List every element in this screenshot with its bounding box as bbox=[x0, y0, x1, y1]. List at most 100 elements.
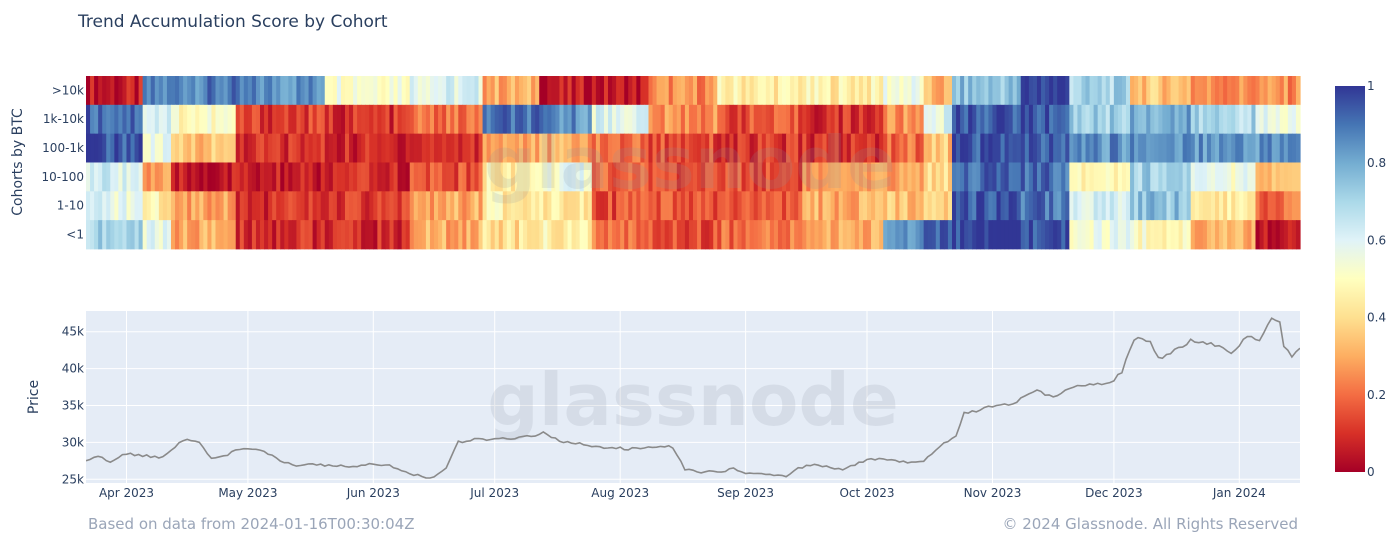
heatmap-cell bbox=[858, 220, 864, 250]
heatmap-cell bbox=[899, 76, 905, 106]
heatmap-cell bbox=[1219, 162, 1224, 192]
heatmap-cell bbox=[1045, 133, 1050, 163]
heatmap-cell bbox=[98, 162, 103, 192]
heatmap-cell bbox=[377, 191, 383, 221]
heatmap-cell bbox=[385, 133, 391, 163]
heatmap-cell bbox=[956, 162, 961, 192]
heatmap-cell bbox=[312, 191, 318, 221]
heatmap-cell bbox=[790, 220, 795, 250]
heatmap-cell bbox=[871, 76, 876, 106]
heatmap-cell bbox=[1194, 191, 1200, 221]
heatmap-cell bbox=[907, 191, 913, 221]
heatmap-cell bbox=[1210, 191, 1216, 221]
heatmap-cell bbox=[272, 133, 277, 163]
heatmap-cell bbox=[571, 220, 577, 250]
heatmap-cell bbox=[923, 133, 929, 163]
heatmap-cell bbox=[1291, 104, 1297, 135]
heatmap-cell bbox=[567, 220, 573, 250]
heatmap-cell bbox=[693, 104, 698, 135]
heatmap-cell bbox=[644, 133, 650, 163]
heatmap-cell bbox=[911, 191, 917, 221]
heatmap-cell bbox=[1182, 220, 1188, 250]
heatmap-cell bbox=[1073, 220, 1079, 250]
heatmap-cell bbox=[846, 220, 852, 250]
heatmap-cell bbox=[798, 76, 803, 106]
heatmap-cell bbox=[434, 191, 439, 221]
heatmap-cell bbox=[1279, 162, 1285, 192]
heatmap-cell bbox=[1012, 191, 1018, 221]
heatmap-cell bbox=[551, 133, 557, 163]
heatmap-cell bbox=[555, 133, 561, 163]
heatmap-cell bbox=[1227, 133, 1232, 163]
heatmap-cell bbox=[1210, 76, 1216, 106]
heatmap-cell bbox=[417, 76, 423, 106]
heatmap-cell bbox=[871, 133, 876, 163]
heatmap-cell bbox=[251, 191, 257, 221]
heatmap-cell bbox=[207, 220, 213, 250]
heatmap-cell bbox=[320, 191, 326, 221]
heatmap-cell bbox=[1194, 133, 1200, 163]
heatmap-cell bbox=[1093, 104, 1099, 135]
heatmap-cell bbox=[251, 220, 257, 250]
heatmap-cell bbox=[830, 104, 836, 135]
heatmap-cell bbox=[158, 162, 164, 192]
price-x-tick-label: Sep 2023 bbox=[717, 486, 774, 500]
heatmap-cell bbox=[713, 104, 718, 135]
heatmap-cell bbox=[429, 191, 435, 221]
heatmap-cell bbox=[1194, 104, 1200, 135]
heatmap-cell bbox=[1263, 104, 1269, 135]
heatmap-cell bbox=[1235, 76, 1240, 106]
heatmap-cell bbox=[713, 76, 718, 106]
heatmap-cell bbox=[717, 104, 722, 135]
heatmap-cell bbox=[381, 191, 387, 221]
heatmap-cell bbox=[1235, 220, 1240, 250]
heatmap-cell bbox=[486, 191, 492, 221]
heatmap-cell bbox=[1085, 162, 1091, 192]
heatmap-cell bbox=[450, 76, 455, 106]
heatmap-cell bbox=[729, 162, 735, 192]
heatmap-cell bbox=[110, 220, 115, 250]
heatmap-cell bbox=[765, 191, 771, 221]
heatmap-cell bbox=[559, 162, 565, 192]
heatmap-cell bbox=[195, 104, 200, 135]
heatmap-cell bbox=[1295, 191, 1301, 221]
heatmap-cell bbox=[1182, 133, 1188, 163]
heatmap-cell bbox=[268, 220, 273, 250]
heatmap-cell bbox=[612, 76, 617, 106]
heatmap-cell bbox=[470, 191, 476, 221]
heatmap-cell bbox=[717, 220, 722, 250]
heatmap-cell bbox=[272, 220, 277, 250]
heatmap-cell bbox=[106, 104, 111, 135]
heatmap-cell bbox=[1215, 133, 1220, 163]
heatmap-cell bbox=[968, 220, 973, 250]
heatmap-cell bbox=[126, 76, 132, 106]
heatmap-cell bbox=[361, 191, 366, 221]
heatmap-cell bbox=[219, 76, 225, 106]
heatmap-cell bbox=[911, 76, 917, 106]
heatmap-cell bbox=[810, 133, 815, 163]
heatmap-cell bbox=[1251, 76, 1257, 106]
heatmap-cell bbox=[1267, 133, 1273, 163]
heatmap-cell bbox=[498, 162, 504, 192]
heatmap-cell bbox=[688, 220, 694, 250]
heatmap-cell bbox=[531, 162, 536, 192]
heatmap-cell bbox=[154, 76, 160, 106]
heatmap-cell bbox=[183, 220, 188, 250]
heatmap-cell bbox=[713, 133, 718, 163]
heatmap-cell bbox=[199, 76, 204, 106]
heatmap-cell bbox=[745, 76, 751, 106]
heatmap-cell bbox=[656, 162, 662, 192]
heatmap-cell bbox=[490, 191, 496, 221]
heatmap-cell bbox=[802, 104, 807, 135]
heatmap-cell bbox=[1247, 76, 1253, 106]
heatmap-cell bbox=[1247, 191, 1253, 221]
price-x-ticks: Apr 2023 May 2023 Jun 2023 Jul 2023 Aug 2023… bbox=[99, 486, 1266, 500]
heatmap-cell bbox=[777, 76, 783, 106]
heatmap-cell bbox=[1004, 220, 1010, 250]
heatmap-cell bbox=[927, 76, 933, 106]
heatmap-cell bbox=[826, 220, 832, 250]
heatmap-cell bbox=[434, 76, 439, 106]
heatmap-cell bbox=[1024, 162, 1030, 192]
heatmap-cell bbox=[138, 162, 144, 192]
heatmap-cell bbox=[676, 162, 682, 192]
